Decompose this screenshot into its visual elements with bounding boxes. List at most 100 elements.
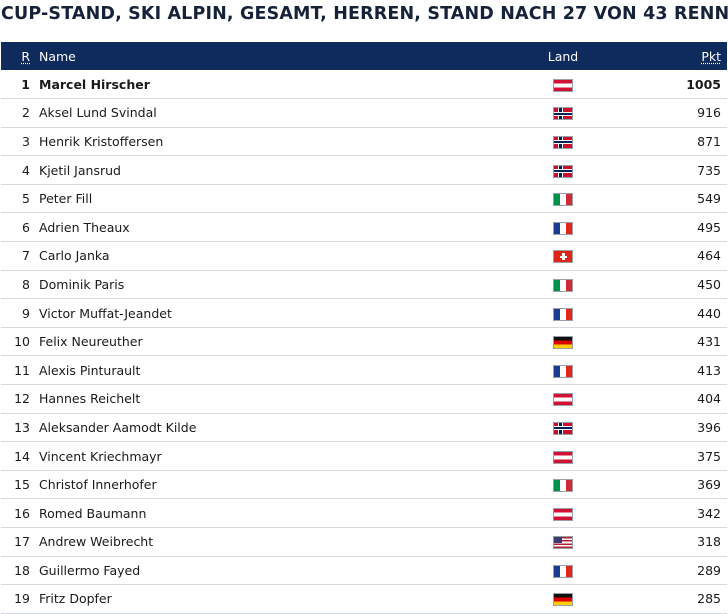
country-cell (516, 127, 610, 156)
athlete-name: Romed Baumann (39, 505, 147, 521)
germany-flag-icon (553, 593, 573, 607)
country-cell (516, 470, 610, 499)
athlete-name: Alexis Pinturault (39, 362, 141, 378)
country-cell (516, 270, 610, 299)
athlete-name: Kjetil Jansrud (39, 162, 121, 178)
rank-cell: 16 (14, 505, 30, 521)
country-cell (516, 413, 610, 442)
table-row: 14 Vincent Kriechmayr 375 (1, 442, 727, 471)
points-cell: 318 (697, 534, 721, 550)
athlete-name: Felix Neureuther (39, 334, 143, 350)
france-flag-icon (553, 364, 573, 378)
rank-cell: 3 (22, 133, 30, 149)
table-row: 2 Aksel Lund Svindal 916 (1, 99, 727, 128)
austria-flag-icon (553, 78, 573, 92)
country-cell (516, 299, 610, 328)
athlete-name: Vincent Kriechmayr (39, 448, 162, 464)
rank-cell: 5 (22, 191, 30, 207)
norway-flag-icon (553, 107, 573, 121)
rank-cell: 4 (22, 162, 30, 178)
athlete-name: Andrew Weibrecht (39, 534, 154, 550)
points-cell: 495 (697, 219, 721, 235)
points-cell: 431 (697, 334, 721, 350)
italy-flag-icon (553, 278, 573, 292)
points-column-header[interactable]: Pkt (701, 48, 721, 64)
athlete-name: Marcel Hirscher (39, 76, 150, 92)
athlete-name: Dominik Paris (39, 276, 125, 292)
norway-flag-icon (553, 421, 573, 435)
france-flag-icon (553, 221, 573, 235)
land-column-header: Land (547, 48, 579, 64)
country-cell (516, 213, 610, 242)
country-cell (516, 184, 610, 213)
athlete-name: Christof Innerhofer (39, 477, 157, 493)
points-cell: 440 (697, 305, 721, 321)
rank-cell: 11 (14, 362, 30, 378)
points-cell: 735 (697, 162, 721, 178)
rank-cell: 19 (14, 591, 30, 607)
country-cell (516, 499, 610, 528)
country-cell (516, 327, 610, 356)
name-column-header: Name (39, 48, 76, 64)
table-row: 9 Victor Muffat-Jeandet 440 (1, 299, 727, 328)
points-cell: 916 (697, 105, 721, 121)
norway-flag-icon (553, 164, 573, 178)
rank-cell: 8 (22, 276, 30, 292)
country-cell (516, 442, 610, 471)
table-header-row: R Name Land Pkt (1, 42, 727, 70)
athlete-name: Fritz Dopfer (39, 591, 112, 607)
points-cell: 450 (697, 276, 721, 292)
points-cell: 289 (697, 562, 721, 578)
points-cell: 342 (697, 505, 721, 521)
table-row: 6 Adrien Theaux 495 (1, 213, 727, 242)
country-cell (516, 528, 610, 557)
austria-flag-icon (553, 507, 573, 521)
athlete-name: Aksel Lund Svindal (39, 105, 157, 121)
points-cell: 375 (697, 448, 721, 464)
rank-cell: 6 (22, 219, 30, 235)
rank-cell: 12 (14, 391, 30, 407)
italy-flag-icon (553, 193, 573, 207)
rank-cell: 9 (22, 305, 30, 321)
country-cell (516, 356, 610, 385)
table-row: 4 Kjetil Jansrud 735 (1, 156, 727, 185)
country-cell (516, 242, 610, 271)
table-row: 8 Dominik Paris 450 (1, 270, 727, 299)
athlete-name: Peter Fill (39, 191, 93, 207)
athlete-name: Victor Muffat-Jeandet (39, 305, 172, 321)
rank-cell: 7 (22, 248, 30, 264)
points-cell: 404 (697, 391, 721, 407)
switzerland-flag-icon (553, 250, 573, 264)
country-cell (516, 556, 610, 585)
standings-table: R Name Land Pkt 1 Marcel Hirscher 1005 2 Aks… (1, 42, 727, 614)
rank-cell: 10 (14, 334, 30, 350)
country-cell (516, 585, 610, 614)
points-cell: 549 (697, 191, 721, 207)
table-row: 10 Felix Neureuther 431 (1, 327, 727, 356)
points-cell: 285 (697, 591, 721, 607)
table-row: 1 Marcel Hirscher 1005 (1, 70, 727, 99)
austria-flag-icon (553, 450, 573, 464)
table-row: 17 Andrew Weibrecht 318 (1, 528, 727, 557)
table-row: 15 Christof Innerhofer 369 (1, 470, 727, 499)
norway-flag-icon (553, 135, 573, 149)
rank-column-header[interactable]: R (21, 48, 30, 64)
standings-body: 1 Marcel Hirscher 1005 2 Aksel Lund Svindal 9… (1, 70, 727, 614)
athlete-name: Adrien Theaux (39, 219, 130, 235)
france-flag-icon (553, 564, 573, 578)
points-cell: 396 (697, 419, 721, 435)
table-row: 16 Romed Baumann 342 (1, 499, 727, 528)
athlete-name: Carlo Janka (39, 248, 110, 264)
table-row: 19 Fritz Dopfer 285 (1, 585, 727, 614)
italy-flag-icon (553, 479, 573, 493)
rank-cell: 14 (14, 448, 30, 464)
germany-flag-icon (553, 336, 573, 350)
athlete-name: Guillermo Fayed (39, 562, 141, 578)
points-cell: 369 (697, 477, 721, 493)
table-row: 18 Guillermo Fayed 289 (1, 556, 727, 585)
table-row: 12 Hannes Reichelt 404 (1, 385, 727, 414)
france-flag-icon (553, 307, 573, 321)
country-cell (516, 99, 610, 128)
rank-cell: 17 (14, 534, 30, 550)
rank-cell: 13 (14, 419, 30, 435)
